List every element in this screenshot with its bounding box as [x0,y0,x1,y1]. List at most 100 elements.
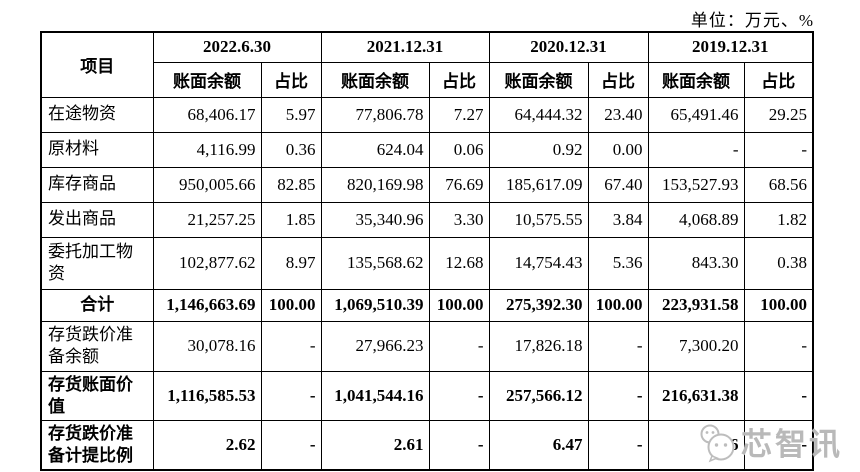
cell-p2021-balance: 624.04 [320,131,430,168]
table-row: 合计 1,146,663.69 100.00 1,069,510.39 100.00 27… [40,288,814,322]
row-label: 在途物资 [40,96,154,133]
cell-p2022-ratio: - [260,419,322,471]
unit-label: 单位：万元、% [690,11,814,30]
cell-p2022-ratio: - [260,370,322,421]
table-row: 存货跌价准备余额 30,078.16-27,966.23-17,826.18-7,… [40,320,814,372]
table-body: 在途物资 68,406.17 5.97 77,806.78 7.27 64,444.32 2… [40,96,814,471]
cell-p2020-balance: 10,575.55 [488,201,589,238]
cell-p2019-balance: 3.26 [647,419,745,471]
table-row: 存货跌价准备计提比例 2.62-2.61-6.47-3.26- [40,419,814,471]
cell-p2021-ratio: 0.06 [428,131,490,168]
cell-p2021-ratio: 76.69 [428,166,490,203]
row-label: 委托加工物资 [40,236,154,290]
cell-p2022-balance: 1,116,585.53 [152,370,262,421]
cell-p2019-ratio: - [743,131,814,168]
cell-p2021-ratio: 3.30 [428,201,490,238]
cell-p2019-balance: 216,631.38 [647,370,745,421]
cell-p2020-ratio: 67.40 [587,166,649,203]
cell-p2019-ratio: 1.82 [743,201,814,238]
table-row: 库存商品 950,005.66 82.85 820,169.98 76.69 185,61… [40,166,814,203]
cell-p2020-balance: 17,826.18 [488,320,589,372]
column-header-period-2020-12-31: 2020.12.31 [488,31,649,63]
column-header-balance: 账面余额 [152,61,262,98]
row-label: 发出商品 [40,201,154,238]
column-header-period-2019-12-31: 2019.12.31 [647,31,814,63]
cell-p2020-balance: 257,566.12 [488,370,589,421]
cell-p2019-balance: 65,491.46 [647,96,745,133]
column-header-item: 项目 [40,31,154,98]
cell-p2022-ratio: 82.85 [260,166,322,203]
cell-p2019-ratio: - [743,320,814,372]
row-label: 存货账面价值 [40,370,154,421]
cell-p2019-ratio: 100.00 [743,288,814,322]
column-header-balance: 账面余额 [647,61,745,98]
cell-p2020-balance: 185,617.09 [488,166,589,203]
cell-p2019-ratio: - [743,419,814,471]
cell-p2022-ratio: 5.97 [260,96,322,133]
row-label: 库存商品 [40,166,154,203]
table-row: 发出商品 21,257.25 1.85 35,340.96 3.30 10,575.55 3… [40,201,814,238]
column-header-ratio: 占比 [743,61,814,98]
column-header-balance: 账面余额 [320,61,430,98]
cell-p2020-ratio: - [587,320,649,372]
cell-p2020-ratio: 0.00 [587,131,649,168]
column-header-period-2021-12-31: 2021.12.31 [320,31,490,63]
cell-p2021-balance: 2.61 [320,419,430,471]
column-header-ratio: 占比 [260,61,322,98]
cell-p2020-balance: 64,444.32 [488,96,589,133]
cell-p2020-ratio: 3.84 [587,201,649,238]
table-row: 存货账面价值 1,116,585.53-1,041,544.16-257,566.… [40,370,814,421]
cell-p2021-ratio: 12.68 [428,236,490,290]
cell-p2020-ratio: - [587,370,649,421]
column-header-ratio: 占比 [428,61,490,98]
cell-p2022-balance: 68,406.17 [152,96,262,133]
cell-p2019-balance: - [647,131,745,168]
cell-p2022-balance: 2.62 [152,419,262,471]
cell-p2020-balance: 275,392.30 [488,288,589,322]
cell-p2021-ratio: - [428,419,490,471]
cell-p2022-ratio: - [260,320,322,372]
table-row: 委托加工物资 102,877.62 8.97 135,568.62 12.68 14,75… [40,236,814,290]
cell-p2021-balance: 77,806.78 [320,96,430,133]
cell-p2022-ratio: 1.85 [260,201,322,238]
cell-p2019-balance: 7,300.20 [647,320,745,372]
cell-p2021-balance: 35,340.96 [320,201,430,238]
column-header-period-2022-6-30: 2022.6.30 [152,31,322,63]
cell-p2022-balance: 102,877.62 [152,236,262,290]
cell-p2022-balance: 30,078.16 [152,320,262,372]
cell-p2020-balance: 14,754.43 [488,236,589,290]
cell-p2021-balance: 820,169.98 [320,166,430,203]
cell-p2022-ratio: 100.00 [260,288,322,322]
cell-p2020-ratio: 5.36 [587,236,649,290]
column-header-ratio: 占比 [587,61,649,98]
cell-p2021-balance: 135,568.62 [320,236,430,290]
cell-p2019-balance: 843.30 [647,236,745,290]
cell-p2022-balance: 21,257.25 [152,201,262,238]
cell-p2020-ratio: - [587,419,649,471]
cell-p2021-ratio: - [428,370,490,421]
cell-p2019-balance: 223,931.58 [647,288,745,322]
cell-p2022-ratio: 0.36 [260,131,322,168]
cell-p2020-ratio: 100.00 [587,288,649,322]
cell-p2022-balance: 1,146,663.69 [152,288,262,322]
cell-p2020-balance: 0.92 [488,131,589,168]
cell-p2022-balance: 950,005.66 [152,166,262,203]
row-label: 存货跌价准备余额 [40,320,154,372]
cell-p2021-ratio: 100.00 [428,288,490,322]
inventory-table: 项目 2022.6.30 2021.12.31 2020.12.31 2019.… [40,31,814,472]
cell-p2019-ratio: 68.56 [743,166,814,203]
table-row: 原材料 4,116.99 0.36 624.04 0.06 0.92 0.00- - [40,131,814,168]
cell-p2021-balance: 27,966.23 [320,320,430,372]
cell-p2019-balance: 4,068.89 [647,201,745,238]
table-row: 在途物资 68,406.17 5.97 77,806.78 7.27 64,444.32 2… [40,96,814,133]
cell-p2020-ratio: 23.40 [587,96,649,133]
cell-p2019-ratio: 0.38 [743,236,814,290]
cell-p2022-balance: 4,116.99 [152,131,262,168]
row-label: 合计 [40,288,154,322]
column-header-balance: 账面余额 [488,61,589,98]
cell-p2021-ratio: - [428,320,490,372]
cell-p2020-balance: 6.47 [488,419,589,471]
row-label: 原材料 [40,131,154,168]
cell-p2019-ratio: - [743,370,814,421]
